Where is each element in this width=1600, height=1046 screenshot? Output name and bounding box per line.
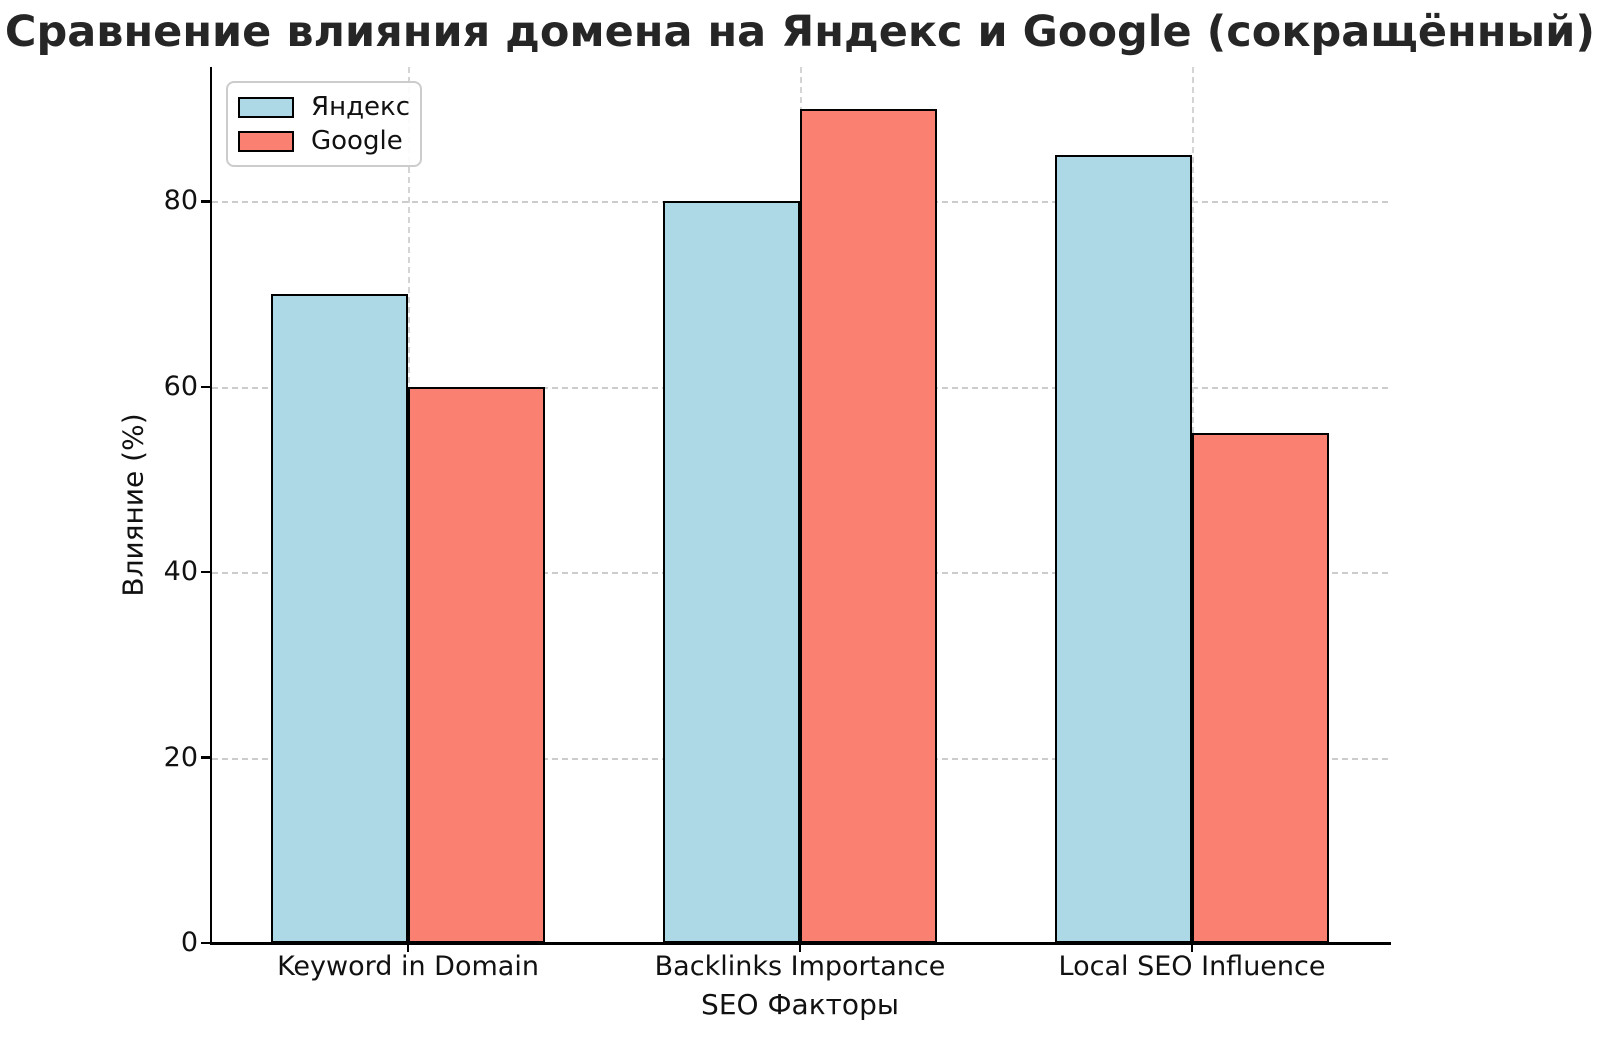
legend-item: Яндекс xyxy=(238,94,410,120)
y-axis-spine xyxy=(209,67,212,943)
bar xyxy=(1054,155,1192,943)
bar xyxy=(1192,433,1330,943)
y-tick-label: 40 xyxy=(163,556,198,588)
y-tick-label: 0 xyxy=(180,927,198,958)
y-tick-mark xyxy=(201,756,212,759)
legend-label: Яндекс xyxy=(311,92,411,122)
bar xyxy=(662,201,800,943)
legend-swatch xyxy=(238,96,294,118)
y-tick-mark xyxy=(201,385,212,389)
y-tick-label: 80 xyxy=(163,185,198,217)
y-tick-label: 60 xyxy=(163,370,198,402)
plot-area: 0 20 40 60 80 Keyword in Domain Backlinks Impo… xyxy=(164,67,1391,982)
x-tick-mark xyxy=(406,943,410,952)
y-tick-label: 20 xyxy=(163,741,198,773)
y-tick-mark xyxy=(201,941,212,945)
legend: Яндекс Google xyxy=(226,81,422,167)
x-tick-label: Keyword in Domain xyxy=(277,951,539,982)
x-tick-label: Local SEO Influence xyxy=(1058,951,1326,982)
x-axis-label: SEO Факторы xyxy=(701,988,899,1021)
x-tick-mark xyxy=(798,943,802,952)
x-tick-mark xyxy=(1190,943,1194,952)
x-tick-label: Backlinks Importance xyxy=(654,951,946,982)
legend-swatch xyxy=(238,130,294,152)
bar xyxy=(408,386,546,943)
chart-title: Сравнение влияния домена на Яндекс и Goo… xyxy=(4,7,1596,57)
legend-item: Google xyxy=(238,128,410,154)
y-tick-mark xyxy=(201,570,212,574)
bar xyxy=(270,294,408,943)
bar xyxy=(800,108,938,943)
y-tick-mark xyxy=(201,200,212,203)
legend-label: Google xyxy=(311,126,403,156)
